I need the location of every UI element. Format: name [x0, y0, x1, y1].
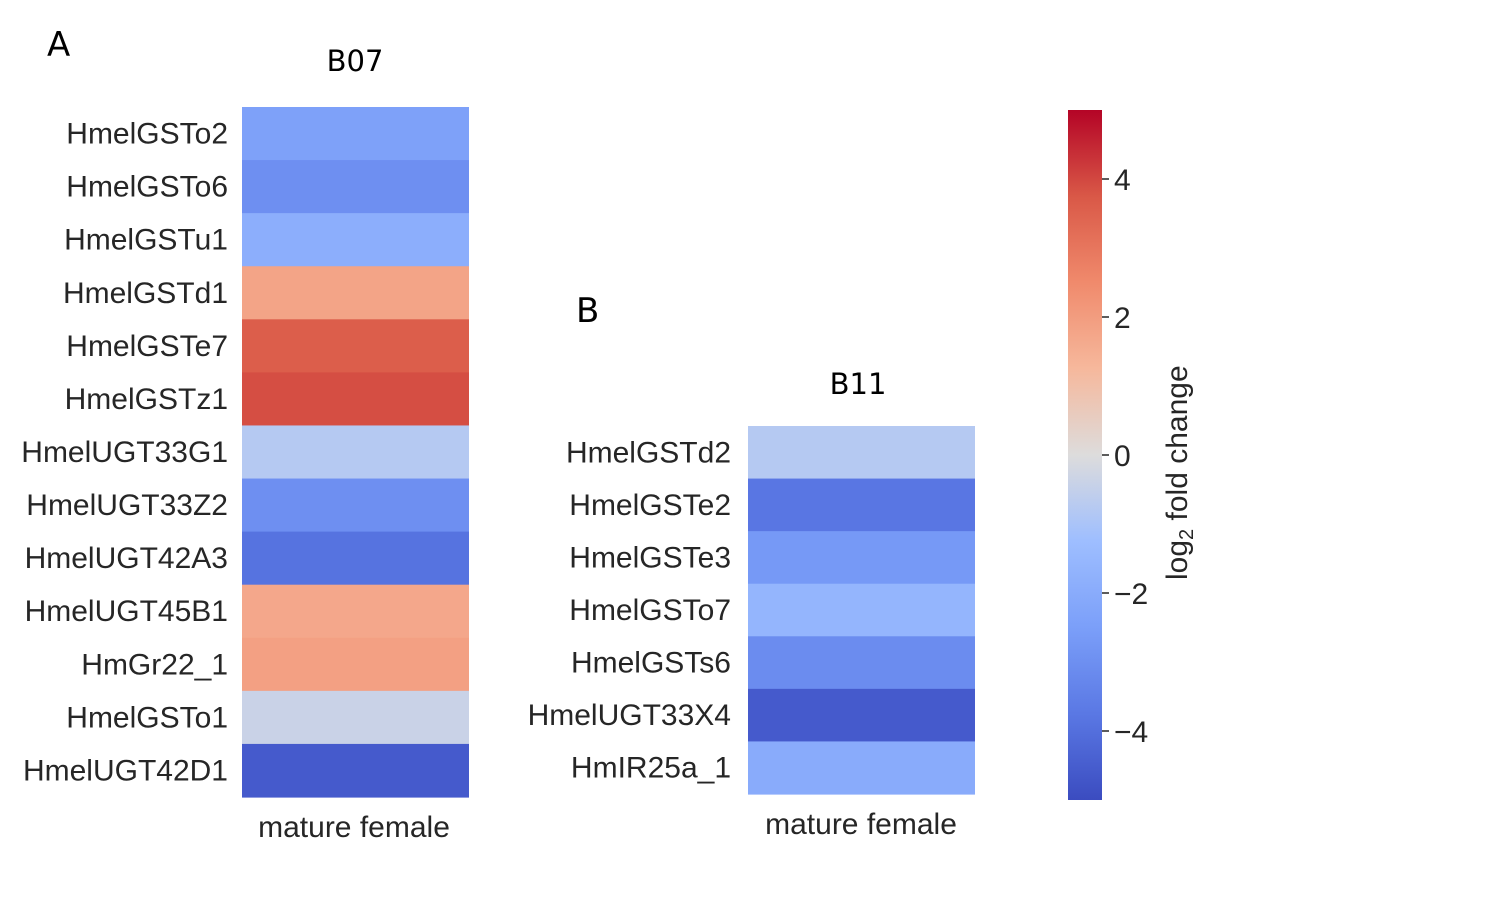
heatmap-a-row-label: HmelUGT42A3 — [25, 542, 228, 575]
heatmap-a-cell-hmgr22_1 — [242, 637, 469, 692]
colorbar-tick-label: 2 — [1114, 302, 1131, 335]
heatmap-a-cell-hmelgstd1 — [242, 266, 469, 320]
heatmap-a-row-label: HmelGSTu1 — [64, 224, 228, 257]
heatmap-b-row-label: HmelGSTe3 — [569, 541, 731, 574]
heatmap-b-cell-hmir25a_1 — [748, 741, 975, 795]
heatmap-a-cell-hmelgsto6 — [242, 160, 469, 214]
colorbar-tick-label: 4 — [1114, 164, 1131, 197]
heatmap-a-cell-hmelugt42a3 — [242, 531, 469, 586]
heatmap-a-row-label: HmelGSTo6 — [66, 171, 228, 204]
colorbar-tick-label: −4 — [1114, 716, 1148, 749]
heatmap-b: HmelGSTd2 HmelGSTe2 HmelGSTe3 HmelGSTo7 Hmel… — [528, 426, 975, 795]
heatmap-b-row-label: HmelGSTo7 — [569, 594, 731, 627]
heatmap-a-cell-hmelugt33z2 — [242, 478, 469, 533]
heatmap-b-cell-hmelgsto7 — [748, 583, 975, 637]
heatmap-a-row-label: HmelUGT42D1 — [23, 754, 228, 787]
heatmap-b-cell-hmelgstd2 — [748, 426, 975, 480]
heatmap-a-row-label: HmelGSTo1 — [66, 701, 228, 734]
heatmap-a-cell-hmelgstz1 — [242, 372, 469, 427]
heatmap-a-row-label: HmelGSTe7 — [66, 330, 228, 363]
heatmap-a-row-label: HmelUGT45B1 — [25, 595, 228, 628]
heatmap-a-cell-hmelugt33g1 — [242, 425, 469, 480]
colorbar-tick-label: 0 — [1114, 440, 1131, 473]
panel-a-title: B07 — [327, 44, 384, 78]
heatmap-a-row-label: HmGr22_1 — [81, 648, 228, 681]
heatmap-b-row-label: HmelGSTe2 — [569, 489, 731, 522]
heatmap-a-row-label: HmelGSTz1 — [65, 383, 228, 416]
heatmap-b-row-label: HmIR25a_1 — [571, 752, 731, 785]
heatmap-a-row-label: HmelUGT33Z2 — [26, 489, 228, 522]
heatmap-a-row-label: HmelGSTo2 — [66, 118, 228, 151]
panel-b-letter: B — [576, 291, 599, 331]
heatmap-b-row-label: HmelGSTd2 — [566, 436, 731, 469]
colorbar-label-rest: fold change — [1161, 365, 1194, 528]
heatmap-a: HmelGSTo2 HmelGSTo6 HmelGSTu1 HmelGSTd1 Hmel… — [21, 107, 469, 798]
heatmap-b-cell-hmelugt33x4 — [748, 688, 975, 743]
heatmap-a-row-label: HmelGSTd1 — [63, 277, 228, 310]
heatmap-a-cell-hmelgste7 — [242, 319, 469, 373]
heatmap-a-cell-hmelgsto2 — [242, 107, 469, 161]
heatmap-b-column-label: mature female — [765, 808, 957, 841]
heatmap-a-column-label: mature female — [258, 811, 450, 844]
heatmap-a-row-label: HmelUGT33G1 — [21, 436, 228, 469]
heatmap-b-cell-hmelgste3 — [748, 531, 975, 585]
heatmap-b-row-label: HmelUGT33X4 — [528, 699, 731, 732]
colorbar — [1068, 110, 1102, 800]
heatmap-a-cell-hmelugt42d1 — [242, 743, 469, 798]
panel-a-letter: A — [47, 25, 70, 65]
colorbar-label-log: log — [1161, 540, 1194, 580]
heatmap-a-cell-hmelugt45b1 — [242, 584, 469, 639]
heatmap-a-cell-hmelgsto1 — [242, 690, 469, 745]
colorbar-ticks: 4 2 0 −2 −4 — [1102, 164, 1148, 749]
heatmap-b-cell-hmelgsts6 — [748, 636, 975, 690]
colorbar-label: log2 fold change — [1161, 365, 1198, 580]
heatmap-a-cell-hmelgstu1 — [242, 213, 469, 267]
heatmap-b-cell-hmelgste2 — [748, 478, 975, 532]
heatmap-b-row-label: HmelGSTs6 — [571, 647, 731, 680]
colorbar-label-subscript: 2 — [1176, 529, 1198, 540]
panel-b-title: B11 — [830, 367, 887, 401]
colorbar-tick-label: −2 — [1114, 578, 1148, 611]
